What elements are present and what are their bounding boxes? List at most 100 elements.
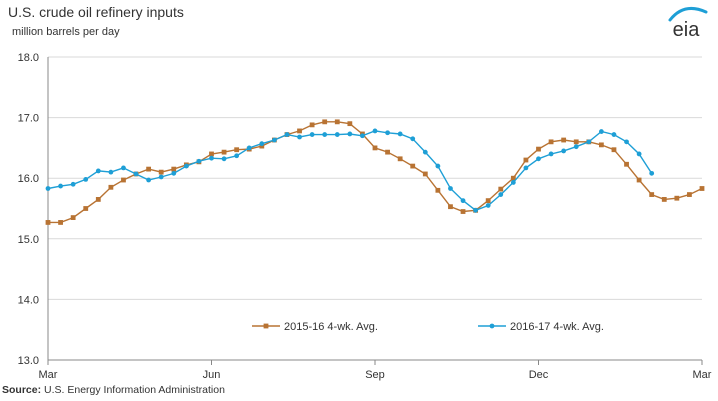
- data-point: [221, 156, 227, 162]
- data-point: [121, 177, 126, 183]
- data-point: [473, 207, 479, 213]
- data-point: [234, 153, 240, 159]
- data-point: [171, 170, 177, 176]
- data-point: [372, 128, 378, 134]
- x-tick-label: Mar: [39, 369, 58, 381]
- x-tick-label: Dec: [529, 369, 549, 381]
- data-point: [448, 186, 453, 191]
- data-point: [385, 149, 390, 155]
- data-point: [498, 186, 504, 192]
- data-point: [146, 177, 152, 183]
- data-point: [460, 209, 466, 214]
- data-point: [234, 147, 240, 153]
- data-point: [548, 139, 554, 145]
- legend-layer: 2015-16 4-wk. Avg. 2016-17 4-wk. Avg.: [252, 321, 604, 333]
- data-point: [598, 129, 604, 134]
- data-point: [309, 122, 315, 128]
- data-point: [561, 137, 567, 143]
- data-point: [435, 187, 441, 193]
- data-point: [661, 197, 667, 202]
- data-point: [397, 156, 403, 162]
- data-point: [422, 171, 428, 177]
- data-point: [121, 165, 126, 171]
- data-point: [548, 151, 554, 157]
- data-point: [108, 184, 114, 190]
- data-point: [636, 177, 642, 183]
- data-point: [309, 132, 315, 137]
- data-point: [699, 186, 705, 191]
- logo-text: eia: [673, 19, 701, 41]
- y-tick-label: 13.0: [18, 355, 39, 367]
- y-tick-label: 16.0: [18, 173, 39, 185]
- chart-subtitle: million barrels per day: [12, 26, 120, 38]
- data-point: [510, 180, 516, 185]
- data-point: [510, 175, 516, 181]
- data-point: [598, 142, 604, 148]
- series-line: [47, 130, 653, 212]
- data-point: [561, 148, 567, 154]
- data-point: [183, 163, 189, 169]
- data-point: [284, 132, 290, 137]
- data-point: [611, 147, 617, 153]
- data-point: [58, 183, 63, 189]
- data-point: [649, 192, 655, 197]
- data-point: [586, 139, 592, 145]
- data-point: [70, 215, 76, 220]
- data-point: [649, 170, 655, 176]
- data-point: [108, 169, 114, 175]
- data-point: [410, 136, 416, 142]
- data-point: [171, 166, 177, 172]
- data-point: [485, 198, 491, 204]
- data-point: [422, 149, 428, 155]
- data-point: [221, 149, 227, 155]
- data-point: [297, 128, 302, 134]
- data-point: [209, 155, 214, 161]
- y-tick-label: 15.0: [18, 234, 39, 246]
- data-point: [209, 151, 214, 157]
- y-tick-label: 18.0: [18, 52, 39, 64]
- source-note: Source: U.S. Energy Information Administ…: [2, 384, 225, 396]
- source-text: U.S. Energy Information Administration: [44, 384, 225, 396]
- data-point: [196, 158, 202, 164]
- data-point: [70, 181, 76, 187]
- data-point: [536, 156, 541, 162]
- data-point: [146, 166, 152, 172]
- legend-label: 2015-16 4-wk. Avg.: [284, 321, 378, 333]
- legend-marker: [263, 323, 269, 329]
- data-point: [498, 192, 504, 197]
- data-point: [523, 165, 529, 171]
- data-point: [95, 168, 101, 174]
- data-point: [95, 197, 101, 202]
- grid-layer: [48, 56, 702, 300]
- data-point: [83, 177, 89, 182]
- eia-logo-icon: eia: [668, 6, 708, 41]
- data-point: [435, 163, 441, 169]
- data-point: [573, 144, 579, 150]
- data-point: [347, 131, 353, 137]
- data-point: [624, 139, 629, 145]
- legend-label: 2016-17 4-wk. Avg.: [510, 321, 604, 333]
- data-point: [372, 145, 378, 151]
- data-point: [83, 206, 89, 211]
- series-line: [48, 121, 703, 224]
- data-point: [523, 157, 529, 163]
- data-point: [347, 121, 353, 127]
- axis-layer: 13.0 14.0 15.0 16.0 17.0 18.0 Mar Jun Sep Dec Mar: [18, 52, 712, 381]
- data-point: [573, 139, 579, 145]
- data-point: [158, 169, 164, 175]
- x-tick-label: Jun: [203, 369, 221, 381]
- data-point: [485, 203, 491, 208]
- data-point: [259, 143, 265, 149]
- data-point: [271, 137, 277, 143]
- data-point: [360, 133, 365, 139]
- legend-marker: [489, 323, 495, 329]
- data-point: [624, 161, 629, 167]
- data-point: [158, 174, 164, 180]
- data-point: [410, 163, 416, 169]
- chart-title: U.S. crude oil refinery inputs: [8, 4, 184, 20]
- data-point: [611, 132, 617, 137]
- x-tick-label: Sep: [365, 369, 385, 381]
- data-point: [334, 132, 340, 137]
- x-tick-label: Mar: [693, 369, 712, 381]
